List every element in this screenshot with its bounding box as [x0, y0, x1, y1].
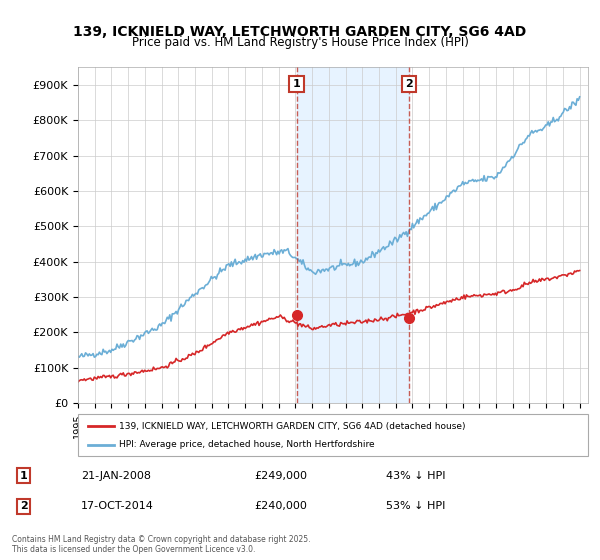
Text: 53% ↓ HPI: 53% ↓ HPI [386, 501, 446, 511]
Text: 43% ↓ HPI: 43% ↓ HPI [386, 470, 446, 480]
Bar [296, 67, 409, 403]
Text: 2: 2 [405, 79, 413, 89]
Text: 1: 1 [293, 79, 301, 89]
Text: £240,000: £240,000 [254, 501, 307, 511]
Text: 2: 2 [20, 501, 28, 511]
Text: 17-OCT-2014: 17-OCT-2014 [81, 501, 154, 511]
Text: Contains HM Land Registry data © Crown copyright and database right 2025.
This d: Contains HM Land Registry data © Crown c… [12, 535, 311, 554]
Text: HPI: Average price, detached house, North Hertfordshire: HPI: Average price, detached house, Nort… [119, 440, 374, 449]
Text: 1: 1 [20, 470, 28, 480]
Text: 139, ICKNIELD WAY, LETCHWORTH GARDEN CITY, SG6 4AD: 139, ICKNIELD WAY, LETCHWORTH GARDEN CIT… [73, 25, 527, 39]
Text: £249,000: £249,000 [254, 470, 307, 480]
Text: 21-JAN-2008: 21-JAN-2008 [81, 470, 151, 480]
Text: Price paid vs. HM Land Registry's House Price Index (HPI): Price paid vs. HM Land Registry's House … [131, 36, 469, 49]
FancyBboxPatch shape [78, 414, 588, 456]
Text: 139, ICKNIELD WAY, LETCHWORTH GARDEN CITY, SG6 4AD (detached house): 139, ICKNIELD WAY, LETCHWORTH GARDEN CIT… [119, 422, 466, 431]
